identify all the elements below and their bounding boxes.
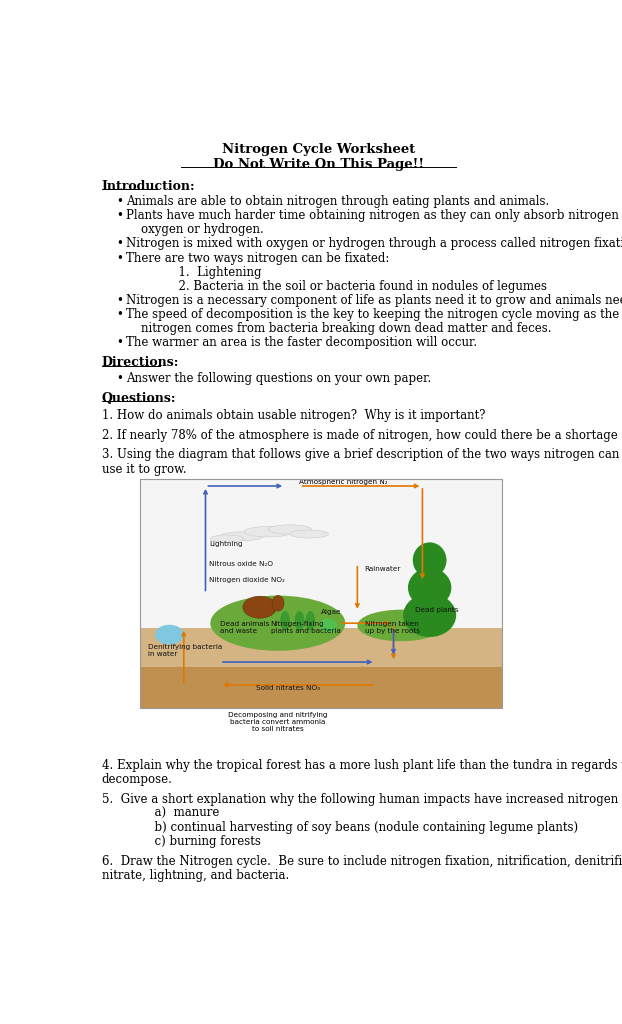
Text: Nitrogen Cycle Worksheet: Nitrogen Cycle Worksheet: [222, 142, 415, 156]
Text: •: •: [116, 196, 123, 208]
Text: Rainwater: Rainwater: [364, 566, 401, 572]
Text: Nitrous oxide N₂O: Nitrous oxide N₂O: [209, 561, 273, 567]
Text: 5.  Give a short explanation why the following human impacts have increased nitr: 5. Give a short explanation why the foll…: [102, 793, 622, 806]
Text: 4. Explain why the tropical forest has a more lush plant life than the tundra in: 4. Explain why the tropical forest has a…: [102, 760, 622, 772]
Text: •: •: [116, 308, 123, 321]
Text: Do Not Write On This Page!!: Do Not Write On This Page!!: [213, 159, 424, 171]
Ellipse shape: [220, 531, 263, 541]
Ellipse shape: [403, 594, 456, 637]
Text: b) continual harvesting of soy beans (nodule containing legume plants): b) continual harvesting of soy beans (no…: [102, 821, 578, 835]
Ellipse shape: [272, 595, 284, 611]
Text: Animals are able to obtain nitrogen through eating plants and animals.: Animals are able to obtain nitrogen thro…: [126, 196, 549, 208]
Text: •: •: [116, 336, 123, 349]
Bar: [141, 667, 502, 708]
Text: Decomposing and nitrifying
bacteria convert ammonia
to soil nitrates: Decomposing and nitrifying bacteria conv…: [228, 712, 328, 732]
Text: 3. Using the diagram that follows give a brief description of the two ways nitro: 3. Using the diagram that follows give a…: [102, 449, 622, 462]
Text: a)  manure: a) manure: [102, 807, 219, 820]
Bar: [141, 479, 502, 708]
Text: Plants have much harder time obtaining nitrogen as they can only absorb nitrogen: Plants have much harder time obtaining n…: [126, 209, 622, 222]
Text: Questions:: Questions:: [102, 392, 177, 406]
Text: •: •: [116, 372, 123, 385]
Text: There are two ways nitrogen can be fixated:: There are two ways nitrogen can be fixat…: [126, 252, 389, 264]
Ellipse shape: [281, 611, 290, 631]
Text: c) burning forests: c) burning forests: [102, 836, 261, 849]
Bar: [141, 479, 502, 628]
Text: Nitrogen dioxide NO₂: Nitrogen dioxide NO₂: [209, 578, 285, 584]
Text: The speed of decomposition is the key to keeping the nitrogen cycle moving as th: The speed of decomposition is the key to…: [126, 308, 622, 321]
Ellipse shape: [413, 543, 447, 578]
Bar: [141, 628, 502, 708]
Ellipse shape: [358, 609, 444, 641]
Text: 1. How do animals obtain usable nitrogen?  Why is it important?: 1. How do animals obtain usable nitrogen…: [102, 410, 485, 422]
Text: Nitrogen taken
up by the roots: Nitrogen taken up by the roots: [364, 621, 420, 634]
Text: •: •: [116, 294, 123, 307]
Text: 2. If nearly 78% of the atmosphere is made of nitrogen, how could there be a sho: 2. If nearly 78% of the atmosphere is ma…: [102, 429, 622, 441]
Text: The warmer an area is the faster decomposition will occur.: The warmer an area is the faster decompo…: [126, 336, 477, 349]
Text: decompose.: decompose.: [102, 773, 173, 786]
Text: Introduction:: Introduction:: [102, 180, 195, 194]
Text: Solid nitrates NO₃: Solid nitrates NO₃: [256, 685, 320, 691]
Text: •: •: [116, 238, 123, 251]
Text: Nitrogen-fixing
plants and bacteria: Nitrogen-fixing plants and bacteria: [271, 621, 340, 634]
Text: Dead animals
and waste: Dead animals and waste: [220, 621, 269, 634]
Text: Dead plants: Dead plants: [415, 607, 458, 613]
Ellipse shape: [320, 618, 337, 633]
Text: 2. Bacteria in the soil or bacteria found in nodules of legumes: 2. Bacteria in the soil or bacteria foun…: [126, 280, 547, 293]
Text: •: •: [116, 252, 123, 264]
Text: nitrate, lightning, and bacteria.: nitrate, lightning, and bacteria.: [102, 869, 289, 882]
Text: Nitrogen is mixed with oxygen or hydrogen through a process called nitrogen fixa: Nitrogen is mixed with oxygen or hydroge…: [126, 238, 622, 251]
Text: Lightning: Lightning: [209, 541, 243, 547]
Ellipse shape: [408, 568, 452, 607]
Text: Answer the following questions on your own paper.: Answer the following questions on your o…: [126, 372, 431, 385]
Text: •: •: [116, 209, 123, 222]
Ellipse shape: [295, 611, 304, 631]
Ellipse shape: [210, 535, 244, 542]
Text: Atmospheric nitrogen N₂: Atmospheric nitrogen N₂: [300, 479, 388, 485]
Ellipse shape: [268, 524, 312, 535]
Ellipse shape: [290, 530, 328, 538]
Text: 6.  Draw the Nitrogen cycle.  Be sure to include nitrogen fixation, nitrificatio: 6. Draw the Nitrogen cycle. Be sure to i…: [102, 855, 622, 868]
Ellipse shape: [155, 625, 184, 644]
Text: Algae: Algae: [321, 609, 341, 615]
Text: use it to grow.: use it to grow.: [102, 463, 187, 475]
Ellipse shape: [244, 526, 292, 537]
Text: 1.  Lightening: 1. Lightening: [126, 265, 261, 279]
Bar: [424, 615, 435, 630]
Ellipse shape: [210, 596, 345, 651]
Text: oxygen or hydrogen.: oxygen or hydrogen.: [126, 223, 264, 237]
Ellipse shape: [305, 611, 315, 631]
Text: Directions:: Directions:: [102, 356, 179, 370]
Text: Nitrogen is a necessary component of life as plants need it to grow and animals : Nitrogen is a necessary component of lif…: [126, 294, 622, 307]
Text: Denitrifying bacteria
in water: Denitrifying bacteria in water: [147, 644, 222, 656]
Ellipse shape: [243, 596, 277, 618]
Text: nitrogen comes from bacteria breaking down dead matter and feces.: nitrogen comes from bacteria breaking do…: [126, 323, 552, 335]
